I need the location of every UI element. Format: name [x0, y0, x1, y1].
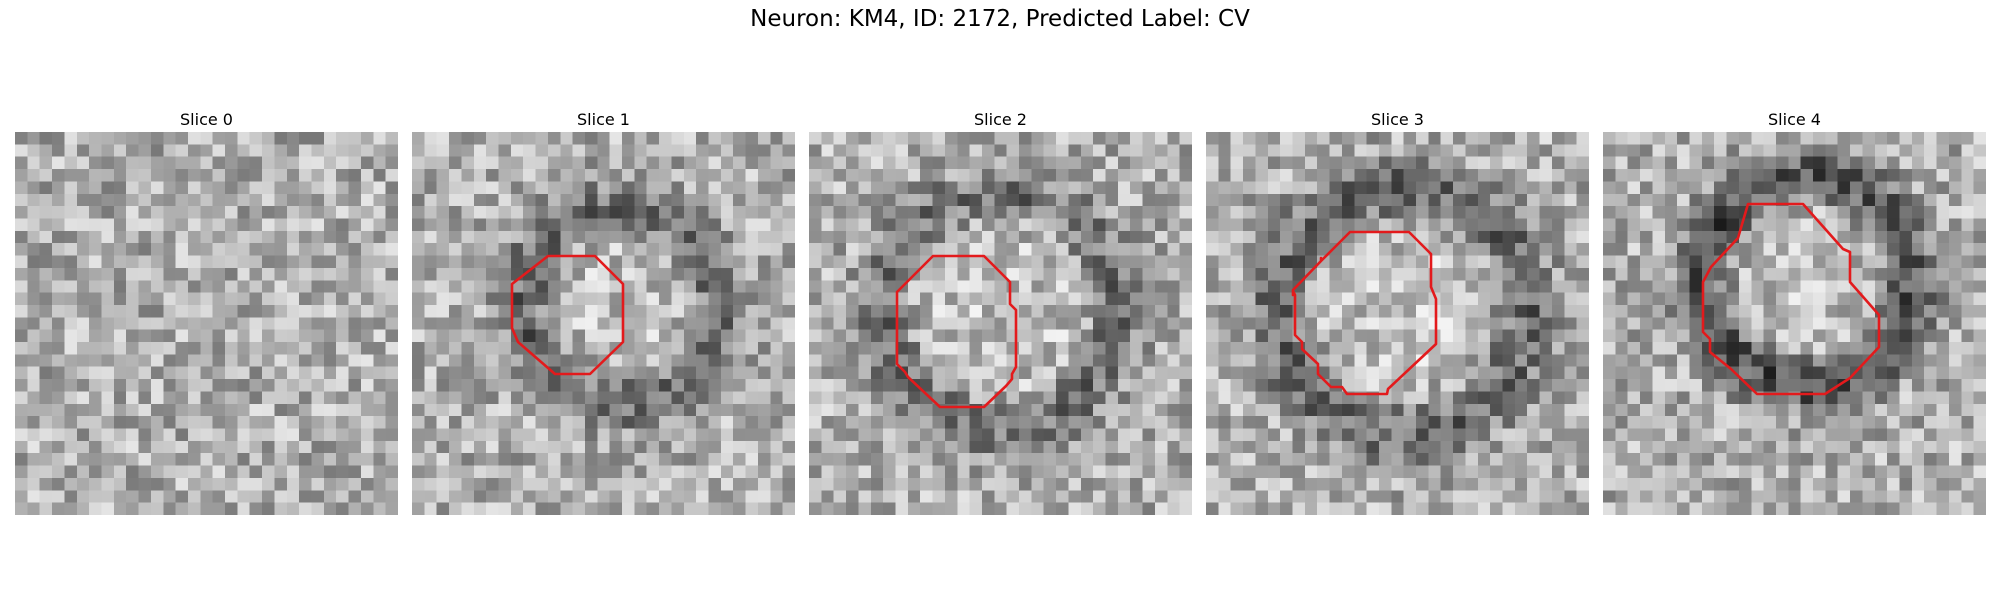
- panel-title: Slice 3: [1371, 110, 1424, 129]
- slice-image: [809, 132, 1192, 515]
- panel-slice-4: Slice 4: [1603, 108, 1986, 515]
- panel-slice-1: Slice 1: [412, 108, 795, 515]
- roi-outline: [1701, 202, 1881, 396]
- panel-title: Slice 2: [974, 110, 1027, 129]
- panel-slice-3: Slice 3: [1206, 108, 1589, 515]
- panel-slice-2: Slice 2: [809, 108, 1192, 515]
- panel-slice-0: Slice 0: [15, 108, 398, 515]
- slice-image: [1206, 132, 1589, 515]
- slice-image: [1603, 132, 1986, 515]
- slice-image: [412, 132, 795, 515]
- roi-outline: [510, 254, 625, 376]
- panel-title: Slice 1: [577, 110, 630, 129]
- panel-title: Slice 4: [1768, 110, 1821, 129]
- figure-title: Neuron: KM4, ID: 2172, Predicted Label: …: [750, 6, 1250, 32]
- slice-image: [15, 132, 398, 515]
- roi-outline: [895, 254, 1018, 409]
- roi-outline: [1291, 230, 1438, 396]
- panel-title: Slice 0: [180, 110, 233, 129]
